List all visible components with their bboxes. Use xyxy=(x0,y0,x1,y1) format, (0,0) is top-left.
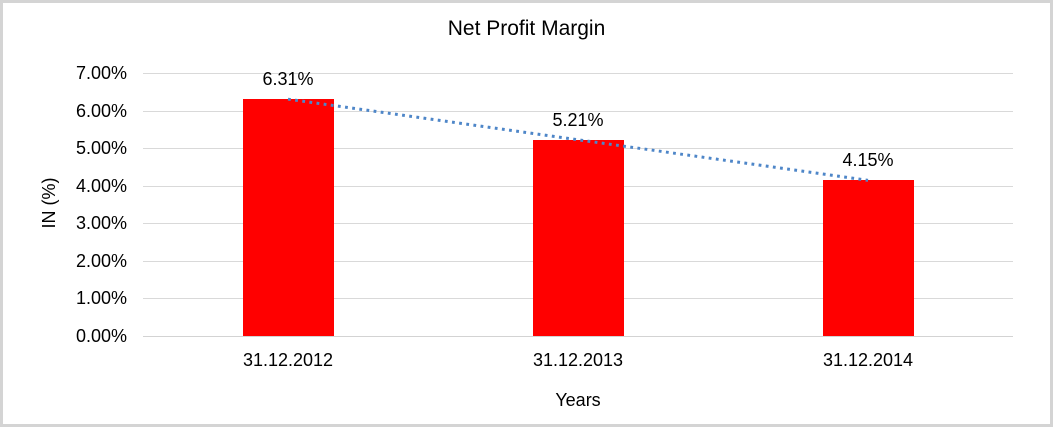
trendline xyxy=(287,97,869,182)
y-tick-label: 0.00% xyxy=(75,326,127,346)
bar-data-label: 5.21% xyxy=(552,110,604,131)
x-tick-label: 31.12.2012 xyxy=(242,350,334,370)
x-tick-label: 31.12.2014 xyxy=(822,350,914,370)
x-tick-label: 31.12.2013 xyxy=(532,350,624,370)
gridline xyxy=(143,73,1013,74)
x-axis-title: Years xyxy=(555,390,601,410)
y-tick-label: 2.00% xyxy=(75,250,127,271)
y-tick-label: 5.00% xyxy=(75,138,127,159)
y-tick-label: 7.00% xyxy=(75,63,127,83)
y-tick-label: 4.00% xyxy=(75,175,127,196)
plot-area: 6.31% 5.21% 4.15% xyxy=(143,69,1013,337)
y-tick-label: 3.00% xyxy=(75,213,127,234)
y-tick-label: 6.00% xyxy=(75,100,127,121)
x-axis-line xyxy=(143,336,1013,337)
bar-data-label: 6.31% xyxy=(262,68,314,89)
y-tick-label: 1.00% xyxy=(75,288,127,309)
gridline xyxy=(143,110,1013,112)
bar xyxy=(242,98,334,336)
chart-title: Net Profit Margin xyxy=(447,17,606,40)
bar xyxy=(532,140,624,336)
bar-data-label: 4.15% xyxy=(842,150,894,171)
y-axis-title: IN (%) xyxy=(39,177,59,229)
bar xyxy=(822,180,914,336)
